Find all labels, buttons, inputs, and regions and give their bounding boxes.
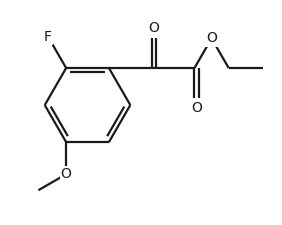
Text: O: O: [148, 21, 159, 35]
Text: F: F: [44, 29, 52, 44]
Text: O: O: [61, 167, 72, 181]
Text: O: O: [206, 32, 217, 45]
Text: O: O: [191, 101, 202, 115]
